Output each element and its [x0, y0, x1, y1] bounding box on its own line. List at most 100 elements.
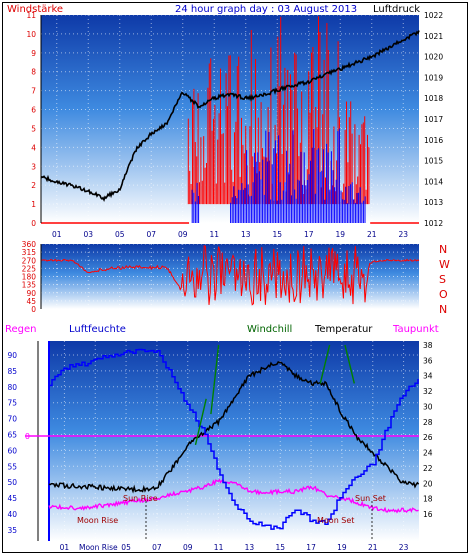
luftdruck-ticks: 1012 1013 1014 1015 1016 1017 1018 1019 1020 1021… [424, 11, 443, 228]
bottom-hour-label: 01 [60, 543, 70, 552]
moon-rise-axis-label: Moon Rise [79, 543, 118, 552]
hour-label: 03 [83, 230, 93, 239]
bottom-hour-label: 19 [337, 543, 347, 552]
humidity-tick: 50 [7, 478, 17, 487]
windstaerke-tick: 1 [31, 200, 36, 209]
compass-letter: S [439, 273, 446, 286]
bottom-hour-label: 05 [121, 543, 131, 552]
humidity-tick: 90 [7, 351, 17, 360]
bottom-hour-label: 21 [368, 543, 378, 552]
luftfeuchte-label: Luftfeuchte [69, 324, 126, 335]
hour-label: 01 [52, 230, 62, 239]
dewpoint-line [48, 478, 419, 514]
taupunkt-label: Taupunkt [392, 324, 439, 335]
graph-title: 24 hour graph day : 03 August 2013 [175, 4, 357, 15]
hour-label: 17 [304, 230, 314, 239]
luftdruck-tick: 1015 [424, 157, 443, 166]
temperature-tick: 24 [423, 449, 433, 458]
bottom-hour-label: 13 [245, 543, 255, 552]
windstaerke-tick: 9 [31, 49, 36, 58]
direction-tick: 360 [22, 240, 37, 249]
top-hour-labels: 01 03 05 07 09 11 13 15 17 19 21 23 [52, 230, 408, 239]
sun-rise-label: Sun Rise [123, 494, 158, 503]
windchill-line [194, 344, 355, 446]
bottom-hour-label: 15 [275, 543, 285, 552]
sun-set-label: Sun Set [355, 494, 386, 503]
compass-letter: N [439, 303, 447, 316]
direction-tick: 45 [26, 297, 36, 306]
bottom-hour-label: 11 [214, 543, 224, 552]
bottom-hour-label: 23 [399, 543, 409, 552]
luftdruck-tick: 1014 [424, 177, 443, 186]
humidity-tick: 75 [7, 399, 17, 408]
bottom-hour-label: 07 [152, 543, 162, 552]
temperature-tick: 20 [423, 479, 433, 488]
luftdruck-tick: 1013 [424, 198, 443, 207]
temperature-tick: 34 [423, 372, 433, 381]
temperature-tick: 26 [423, 433, 433, 442]
bottom-hour-label: 17 [306, 543, 316, 552]
direction-tick: 0 [31, 305, 36, 314]
humidity-tick: 55 [7, 462, 17, 471]
compass-letter: O [439, 288, 448, 301]
bottom-data [48, 344, 420, 530]
temperature-tick: 38 [423, 341, 433, 350]
temperature-tick: 16 [423, 510, 433, 519]
humidity-tick: 40 [7, 510, 17, 519]
temperature-tick: 22 [423, 464, 433, 473]
windstaerke-tick: 7 [31, 87, 36, 96]
humidity-tick: 45 [7, 494, 17, 503]
humidity-tick: 70 [7, 415, 17, 424]
windstaerke-tick: 8 [31, 68, 36, 77]
windstaerke-tick: 2 [31, 181, 36, 190]
humidity-tick: 65 [7, 431, 17, 440]
hour-label: 13 [241, 230, 251, 239]
direction-tick: 90 [26, 289, 36, 298]
temp-humidity-plot-area [49, 341, 419, 541]
top-data [40, 16, 420, 224]
luftdruck-tick: 1019 [424, 73, 443, 82]
regen-label: Regen [5, 324, 37, 335]
hour-label: 21 [367, 230, 377, 239]
temperature-tick: 32 [423, 387, 433, 396]
hour-label: 19 [335, 230, 345, 239]
moon-rise-label: Moon Rise [77, 516, 118, 525]
humidity-tick: 85 [7, 367, 17, 376]
windstaerke-label: Windstärke [7, 4, 63, 15]
bottom-hour-label: 09 [183, 543, 193, 552]
windstaerke-tick: 3 [31, 162, 36, 171]
direction-tick: 315 [22, 248, 37, 257]
windstaerke-ticks: 0 1 2 3 4 5 6 7 8 9 10 11 [26, 11, 36, 228]
windstaerke-tick: 0 [31, 219, 36, 228]
mid-data [41, 245, 420, 306]
windchill-label: Windchill [247, 324, 292, 335]
hour-label: 09 [178, 230, 188, 239]
luftdruck-tick: 1012 [424, 219, 443, 228]
humidity-tick: 80 [7, 383, 17, 392]
hour-label: 15 [272, 230, 282, 239]
windstaerke-tick: 6 [31, 106, 36, 115]
bottom-grid [49, 341, 419, 541]
luftdruck-tick: 1018 [424, 94, 443, 103]
hour-label: 05 [115, 230, 125, 239]
pressure-line [40, 30, 420, 203]
hour-label: 11 [209, 230, 219, 239]
compass-letter: N [439, 243, 447, 256]
temperature-ticks: 16 18 20 22 24 26 28 30 32 34 36 38 [423, 341, 433, 519]
temperature-tick: 18 [423, 495, 433, 504]
compass-letter: W [439, 258, 450, 271]
humidity-ticks: 35 40 45 50 55 60 65 70 75 80 85 90 [7, 351, 17, 535]
temperature-tick: 36 [423, 356, 433, 365]
windstaerke-tick: 5 [31, 124, 36, 133]
temperature-tick: 30 [423, 402, 433, 411]
humidity-line [49, 348, 419, 530]
luftdruck-label: Luftdruck [373, 4, 420, 15]
hour-label: 07 [146, 230, 156, 239]
windstaerke-tick: 4 [31, 143, 36, 152]
wind-direction-line [41, 245, 420, 306]
direction-tick: 135 [22, 281, 37, 290]
rain-zero-label: 0 [25, 432, 30, 441]
direction-tick: 180 [22, 273, 37, 282]
